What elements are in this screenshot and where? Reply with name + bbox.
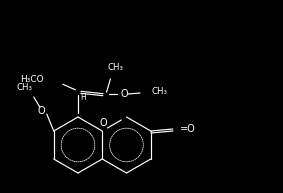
Text: O: O — [120, 89, 128, 99]
Text: CH₃: CH₃ — [17, 84, 33, 92]
Text: =O: =O — [180, 124, 196, 134]
Text: O: O — [99, 118, 107, 128]
Text: H₃CO: H₃CO — [20, 75, 44, 85]
Text: O: O — [38, 106, 46, 116]
Text: CH₃: CH₃ — [108, 63, 124, 73]
Text: H: H — [80, 92, 86, 102]
Text: CH₃: CH₃ — [152, 87, 168, 96]
